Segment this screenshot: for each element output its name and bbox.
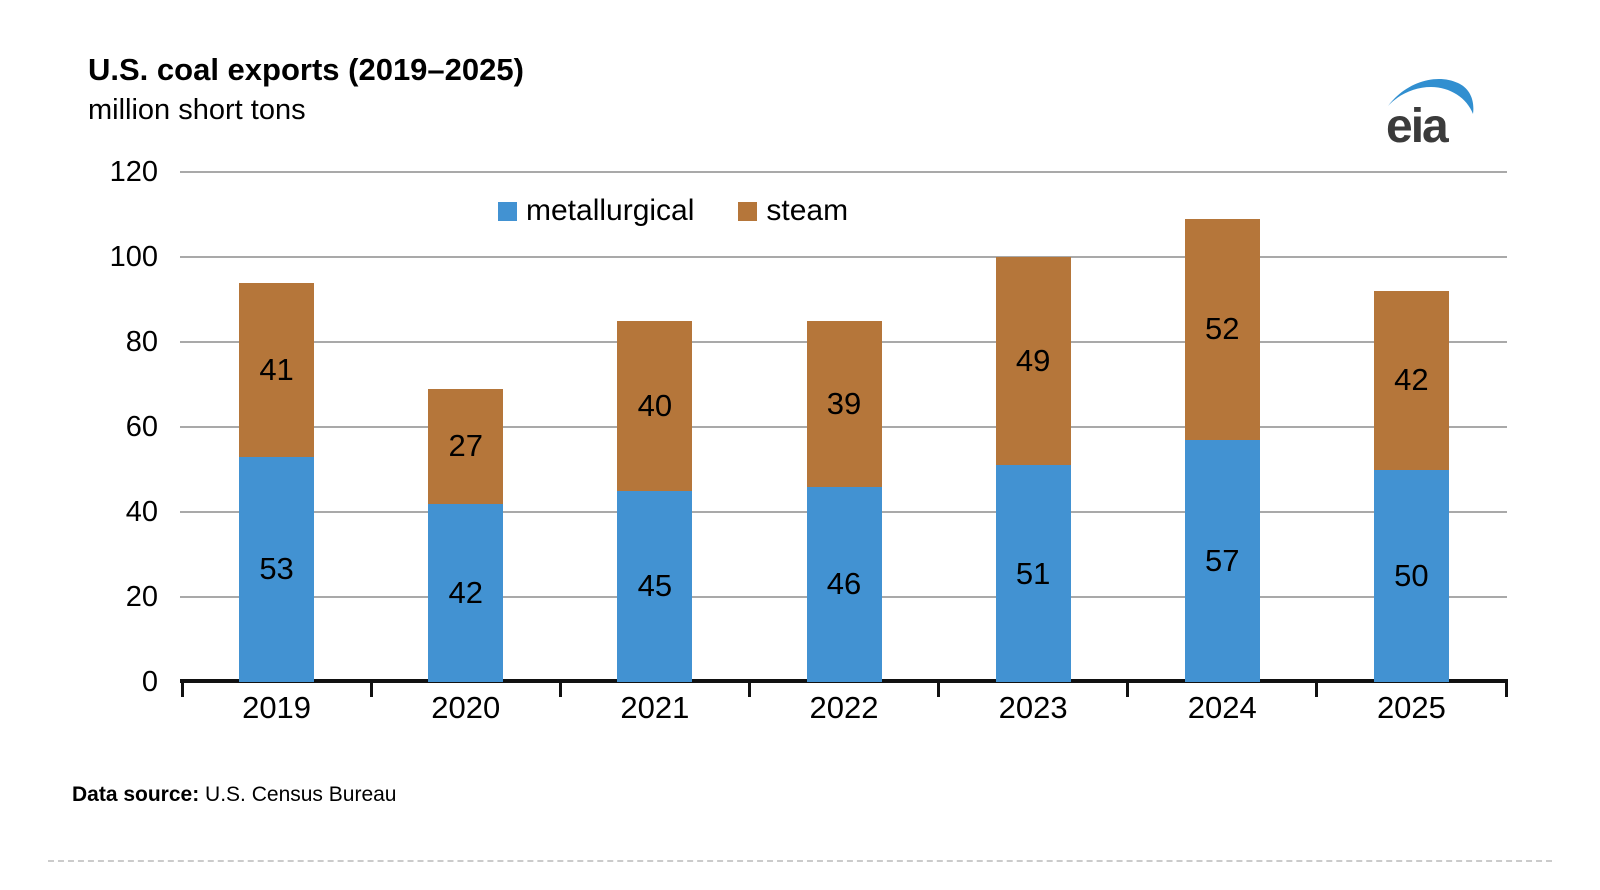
bar-segment-metallurgical-2024 [1184, 439, 1260, 682]
bar-segment-steam-2023 [995, 257, 1071, 466]
bar-segment-metallurgical-2023 [995, 465, 1071, 682]
y-tick-label-120: 120 [109, 156, 158, 188]
x-tick [180, 682, 184, 697]
bar-value-metallurgical-2025: 50 [1394, 557, 1429, 593]
y-tick-label-0: 0 [141, 666, 158, 698]
data-source-note: Data source: U.S. Census Bureau [72, 783, 396, 807]
gridline-120 [180, 171, 1507, 173]
x-label-2020: 2020 [431, 690, 501, 725]
y-tick-label-40: 40 [125, 496, 158, 528]
x-tick [369, 682, 373, 697]
chart-title: U.S. coal exports (2019–2025) [88, 52, 524, 87]
y-tick-label-20: 20 [125, 581, 158, 613]
bar-segment-steam-2022 [806, 320, 882, 487]
bar-segment-metallurgical-2020 [428, 503, 504, 682]
bar-segment-steam-2021 [617, 320, 693, 491]
bar-value-metallurgical-2024: 57 [1205, 542, 1240, 578]
x-label-2025: 2025 [1376, 690, 1446, 725]
y-tick-label-80: 80 [125, 326, 158, 358]
x-tick [558, 682, 562, 697]
bar-value-steam-2020: 27 [448, 428, 483, 464]
eia-swoosh-icon [1388, 78, 1474, 114]
legend-item-steam: steam [738, 196, 848, 226]
bottom-divider [48, 860, 1552, 862]
bar-value-steam-2021: 40 [637, 387, 673, 423]
bar-segment-metallurgical-2025 [1373, 469, 1449, 682]
bar-segment-steam-2024 [1184, 218, 1260, 440]
gridline-100 [180, 256, 1507, 258]
bar-value-steam-2019: 41 [259, 351, 294, 387]
x-tick [1315, 682, 1319, 697]
bar-value-steam-2025: 42 [1394, 362, 1429, 398]
bar-segment-metallurgical-2021 [617, 490, 693, 682]
x-label-2019: 2019 [242, 690, 312, 725]
y-tick-label-60: 60 [125, 411, 158, 443]
x-tick [1126, 682, 1130, 697]
x-tick [1504, 682, 1508, 697]
eia-logo: eia [1386, 78, 1474, 152]
bar-value-metallurgical-2021: 45 [637, 568, 673, 604]
bar-segment-steam-2019 [239, 282, 315, 457]
bar-value-steam-2022: 39 [826, 385, 862, 421]
bar-value-metallurgical-2020: 42 [448, 574, 483, 610]
x-tick [937, 682, 941, 697]
x-label-2021: 2021 [620, 690, 690, 725]
bar-value-metallurgical-2023: 51 [1015, 555, 1051, 591]
x-tick [747, 682, 751, 697]
legend-item-metallurgical: metallurgical [498, 196, 694, 226]
legend-swatch-metallurgical-icon [498, 201, 517, 221]
data-source-value: U.S. Census Bureau [199, 783, 397, 806]
chart-legend: metallurgical steam [498, 196, 848, 226]
x-label-2024: 2024 [1187, 690, 1257, 725]
bar-segment-metallurgical-2022 [806, 486, 882, 682]
legend-label-steam: steam [766, 194, 849, 227]
bar-segment-steam-2025 [1373, 291, 1449, 470]
legend-swatch-steam-icon [738, 201, 758, 221]
bar-segment-steam-2020 [428, 388, 504, 504]
y-tick-label-100: 100 [109, 241, 158, 273]
x-label-2022: 2022 [809, 690, 879, 725]
data-source-label: Data source: [72, 783, 200, 806]
bar-value-metallurgical-2022: 46 [826, 566, 862, 602]
bar-value-metallurgical-2019: 53 [259, 551, 294, 587]
bar-segment-metallurgical-2019 [239, 456, 315, 682]
bar-value-steam-2024: 52 [1205, 311, 1240, 347]
eia-logo-text: eia [1386, 100, 1449, 152]
legend-label-metallurgical: metallurgical [526, 194, 695, 227]
bar-value-steam-2023: 49 [1015, 343, 1051, 379]
chart-subtitle: million short tons [88, 94, 306, 126]
x-label-2023: 2023 [998, 690, 1068, 725]
